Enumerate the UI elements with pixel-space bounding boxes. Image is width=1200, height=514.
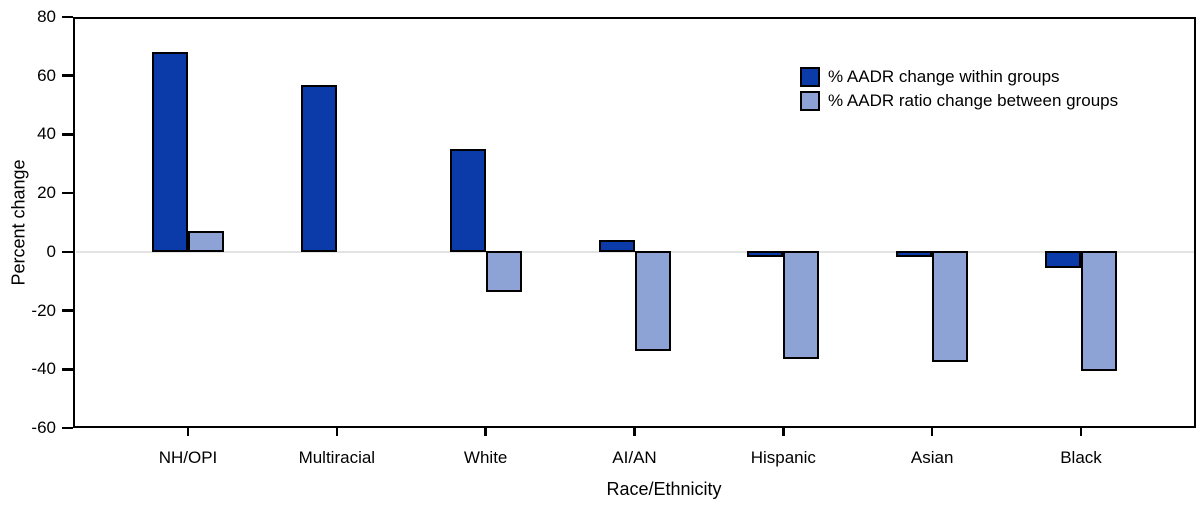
bar-within-asian [896, 250, 933, 257]
x-axis-title: Race/Ethnicity [606, 479, 722, 499]
legend-label-within-groups: % AADR change within groups [828, 67, 1060, 86]
bar-between-black [1081, 250, 1117, 372]
bar-between-nh-opi [188, 231, 224, 252]
y-tick [62, 309, 73, 312]
legend-item-within-groups: % AADR change within groups [800, 66, 1118, 87]
bar-within-nh-opi [152, 52, 188, 252]
y-tick-label: 80 [37, 7, 56, 26]
bar-within-ai-an [598, 240, 635, 252]
x-tick [186, 428, 190, 436]
bar-between-ai-an [634, 250, 671, 351]
y-tick-label: 40 [37, 124, 56, 144]
x-tick [1079, 428, 1083, 436]
x-tick [633, 428, 636, 436]
x-category-label: Hispanic [750, 448, 816, 467]
bar-between-asian [932, 250, 969, 363]
legend-item-between-groups: % AADR ratio change between groups [800, 90, 1118, 111]
y-tick [62, 426, 73, 430]
legend: % AADR change within groups % AADR ratio… [800, 66, 1118, 114]
y-tick [62, 133, 73, 136]
y-tick-label: 0 [46, 241, 56, 261]
bar-within-multiracial [300, 84, 337, 252]
bar-between-white [485, 250, 522, 292]
x-tick [930, 428, 934, 436]
y-tick-label: -40 [31, 359, 56, 379]
legend-label-between-groups: % AADR ratio change between groups [828, 91, 1119, 110]
x-category-label: Asian [910, 448, 954, 467]
bar-within-hispanic [747, 250, 784, 257]
bar-within-white [449, 149, 486, 252]
bar-between-hispanic [783, 250, 820, 360]
x-category-label: Multiracial [298, 448, 376, 467]
between-groups-swatch-icon [800, 90, 820, 111]
y-tick-label: -20 [31, 300, 56, 320]
y-axis-title: Percent change [8, 159, 29, 286]
y-tick-label: 60 [37, 65, 56, 85]
y-tick-label: -60 [31, 418, 56, 437]
x-category-label: Black [1060, 448, 1102, 467]
y-tick [62, 250, 73, 254]
x-category-label: White [463, 448, 508, 467]
within-groups-swatch-icon [800, 66, 820, 87]
x-tick [484, 428, 487, 436]
y-tick [62, 74, 73, 77]
x-tick [782, 428, 785, 436]
y-tick [62, 15, 73, 19]
x-category-label: AI/AN [612, 448, 657, 467]
y-tick [62, 191, 73, 195]
y-tick [62, 368, 73, 371]
x-category-label: NH/OPI [158, 448, 218, 467]
y-tick-label: 20 [37, 183, 56, 203]
x-tick [335, 428, 339, 436]
bar-within-black [1045, 250, 1081, 269]
